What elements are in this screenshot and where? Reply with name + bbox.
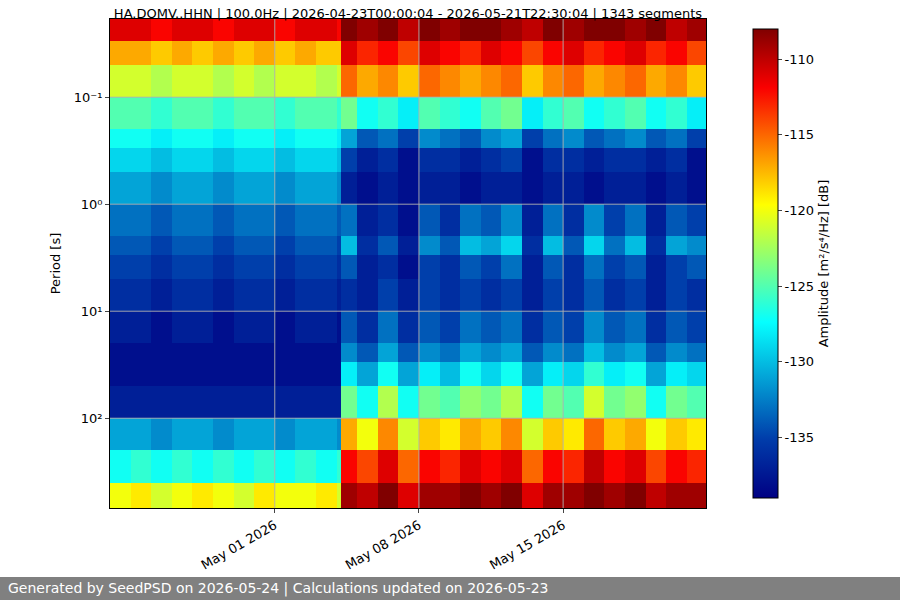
html-text:Generated by SeedPSD on 2026-0: Generated by SeedPSD on 2026-05-24 | Cal… [8,580,549,596]
svg-text:-110: -110 [785,52,815,67]
svg-text:10⁻¹: 10⁻¹ [74,90,103,105]
svg-text:-120: -120 [785,203,815,218]
svg-text:-125: -125 [785,279,815,294]
svg-text:-135: -135 [785,430,815,445]
svg-text:10⁰: 10⁰ [81,197,103,212]
svg-text:May 08 2026: May 08 2026 [343,517,424,572]
svg-text:10¹: 10¹ [81,304,103,319]
svg-text:-130: -130 [785,354,815,369]
svg-text:Period [s]: Period [s] [48,233,63,295]
svg-text:May 15 2026: May 15 2026 [487,517,568,572]
svg-text:May 01 2026: May 01 2026 [199,517,280,572]
svg-text:HA.DOMV..HHN | 100.0Hz | 2026-: HA.DOMV..HHN | 100.0Hz | 2026-04-23T00:0… [114,6,702,21]
svg-text:-115: -115 [785,127,815,142]
svg-text:Amplitude [m²/s⁴/Hz] [dB]: Amplitude [m²/s⁴/Hz] [dB] [816,180,831,348]
svg-text:10²: 10² [81,411,103,426]
